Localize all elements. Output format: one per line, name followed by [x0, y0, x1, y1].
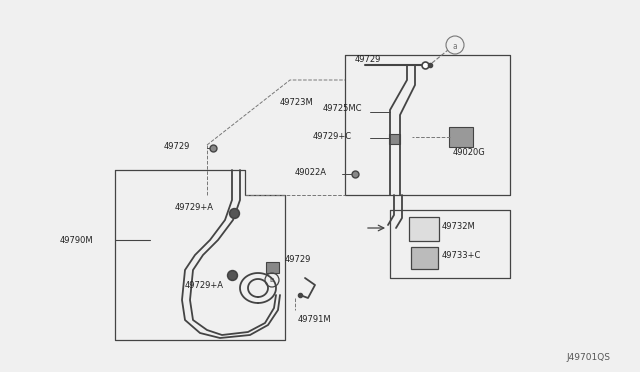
Text: 49790M: 49790M	[60, 235, 93, 244]
Text: 49729+C: 49729+C	[313, 131, 352, 141]
Text: 49791M: 49791M	[298, 315, 332, 324]
Text: 49729+A: 49729+A	[185, 280, 224, 289]
Text: 49733+C: 49733+C	[442, 251, 481, 260]
Text: 49729: 49729	[285, 256, 312, 264]
Text: 49022A: 49022A	[295, 167, 327, 176]
Text: 49729: 49729	[355, 55, 381, 64]
FancyBboxPatch shape	[388, 134, 399, 144]
FancyBboxPatch shape	[409, 217, 439, 241]
Text: J49701QS: J49701QS	[566, 353, 610, 362]
Text: 49020G: 49020G	[453, 148, 486, 157]
Text: a: a	[452, 42, 458, 51]
FancyBboxPatch shape	[411, 247, 438, 269]
Text: 49729+A: 49729+A	[175, 202, 214, 212]
Text: 49723M: 49723M	[280, 97, 314, 106]
FancyBboxPatch shape	[266, 262, 278, 273]
FancyBboxPatch shape	[449, 127, 473, 147]
Text: 49729: 49729	[164, 141, 190, 151]
Text: b: b	[270, 277, 274, 283]
Text: 49732M: 49732M	[442, 221, 476, 231]
Text: 49725MC: 49725MC	[323, 103, 362, 112]
